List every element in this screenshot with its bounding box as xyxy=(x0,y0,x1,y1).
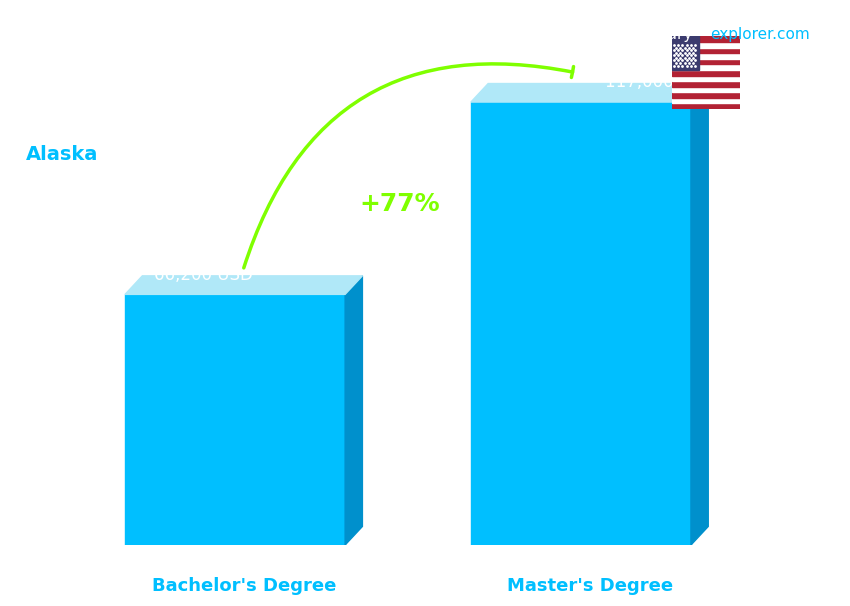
Bar xyxy=(672,104,740,109)
Bar xyxy=(672,36,699,70)
Polygon shape xyxy=(471,84,708,102)
Bar xyxy=(125,295,345,545)
Text: Average Yearly Salary: Average Yearly Salary xyxy=(819,242,830,364)
Text: 117,000 USD: 117,000 USD xyxy=(604,73,714,92)
Bar xyxy=(672,92,740,98)
Text: Salary Comparison By Education: Salary Comparison By Education xyxy=(26,30,534,58)
Bar xyxy=(672,70,740,76)
Text: Alaska: Alaska xyxy=(26,145,98,164)
Bar xyxy=(672,47,740,53)
Polygon shape xyxy=(345,276,362,545)
Polygon shape xyxy=(691,84,708,545)
Bar xyxy=(672,98,740,104)
Bar xyxy=(672,53,740,59)
Bar xyxy=(672,42,740,47)
Text: Bachelor's Degree: Bachelor's Degree xyxy=(151,577,336,595)
Bar xyxy=(672,59,740,64)
Text: 66,200 USD: 66,200 USD xyxy=(154,266,253,284)
Bar xyxy=(672,76,740,81)
Bar xyxy=(672,87,740,92)
Bar xyxy=(672,81,740,87)
Text: Bank Quantitative Analyst: Bank Quantitative Analyst xyxy=(26,97,280,116)
Bar xyxy=(471,102,691,545)
Bar xyxy=(672,36,740,42)
Text: Master's Degree: Master's Degree xyxy=(507,577,672,595)
Text: +77%: +77% xyxy=(360,192,440,216)
Text: explorer.com: explorer.com xyxy=(710,27,809,42)
Text: salary: salary xyxy=(646,27,693,42)
Bar xyxy=(672,64,740,70)
Polygon shape xyxy=(125,276,362,295)
